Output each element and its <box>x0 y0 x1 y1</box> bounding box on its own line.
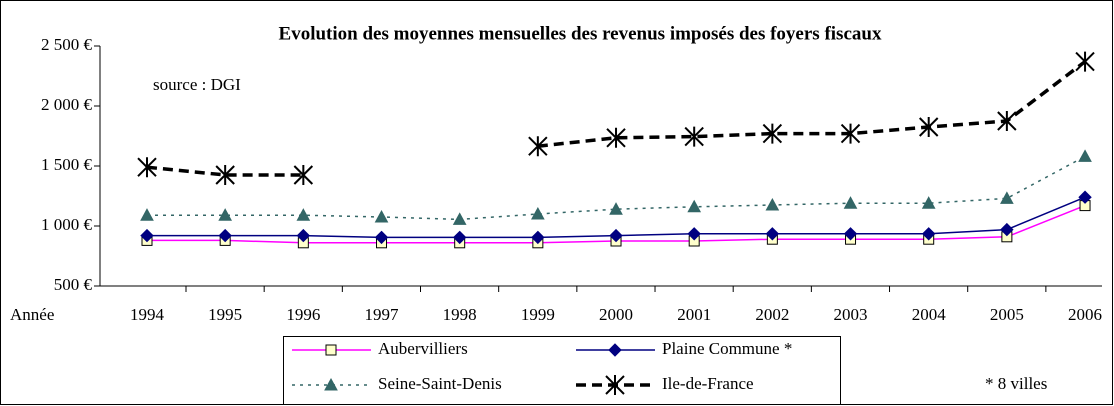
marker <box>687 227 701 241</box>
marker <box>918 117 939 137</box>
x-axis-label: Année <box>10 305 54 324</box>
x-tick-label: 2001 <box>677 305 711 324</box>
marker <box>293 165 314 185</box>
marker <box>609 202 623 215</box>
x-tick-label: 2004 <box>912 305 947 324</box>
y-tick-label: 1 500 € <box>41 155 93 174</box>
series-line <box>146 60 1087 177</box>
legend-label: Plaine Commune * <box>662 339 792 358</box>
x-tick-label: 1995 <box>208 305 242 324</box>
chart-title: Evolution des moyennes mensuelles des re… <box>279 23 882 44</box>
x-tick-label: 1996 <box>286 305 320 324</box>
marker <box>215 165 235 185</box>
legend-label: Aubervilliers <box>378 339 468 358</box>
marker <box>296 228 311 243</box>
marker <box>1075 51 1095 72</box>
x-tick-label: 2006 <box>1068 305 1102 324</box>
marker <box>608 343 622 357</box>
legend-label: Ile-de-France <box>662 374 754 393</box>
marker <box>218 208 233 221</box>
x-tick-label: 1998 <box>443 305 477 324</box>
x-tick-label: 2000 <box>599 305 633 324</box>
marker <box>528 136 548 157</box>
marker <box>531 230 545 245</box>
marker <box>765 197 780 211</box>
marker <box>1078 190 1092 204</box>
marker <box>921 196 936 209</box>
x-tick-label: 2005 <box>990 305 1024 324</box>
marker <box>843 196 858 209</box>
x-tick-label: 1999 <box>521 305 555 324</box>
marker <box>137 157 157 178</box>
y-tick-label: 2 000 € <box>41 95 93 114</box>
footnote: * 8 villes <box>985 374 1047 393</box>
x-tick-label: 1994 <box>130 305 165 324</box>
marker <box>452 212 467 225</box>
legend-box <box>283 336 841 405</box>
marker <box>1078 149 1092 162</box>
marker <box>997 111 1017 131</box>
marker <box>374 209 389 223</box>
x-tick-label: 1997 <box>365 305 400 324</box>
marker <box>840 123 861 144</box>
marker <box>606 127 626 148</box>
marker <box>1000 191 1014 204</box>
marker <box>762 123 783 144</box>
y-tick-label: 1 000 € <box>41 215 93 234</box>
marker <box>452 230 467 245</box>
marker <box>605 375 625 395</box>
marker <box>218 228 232 243</box>
marker <box>374 230 389 245</box>
marker <box>1000 222 1014 237</box>
y-tick-label: 500 € <box>54 275 93 294</box>
marker <box>531 206 545 220</box>
source-note: source : DGI <box>153 75 241 94</box>
marker <box>324 377 338 391</box>
marker <box>765 227 780 241</box>
marker <box>325 344 337 356</box>
marker <box>687 199 702 213</box>
y-tick-label: 2 500 € <box>41 35 93 54</box>
marker <box>140 208 154 221</box>
x-tick-label: 2003 <box>834 305 868 324</box>
marker <box>684 126 704 147</box>
x-tick-label: 2002 <box>755 305 789 324</box>
legend-label: Seine-Saint-Denis <box>378 374 502 393</box>
marker <box>843 227 858 241</box>
marker <box>609 228 623 243</box>
marker <box>921 227 936 241</box>
marker <box>296 208 311 221</box>
marker <box>140 228 154 243</box>
